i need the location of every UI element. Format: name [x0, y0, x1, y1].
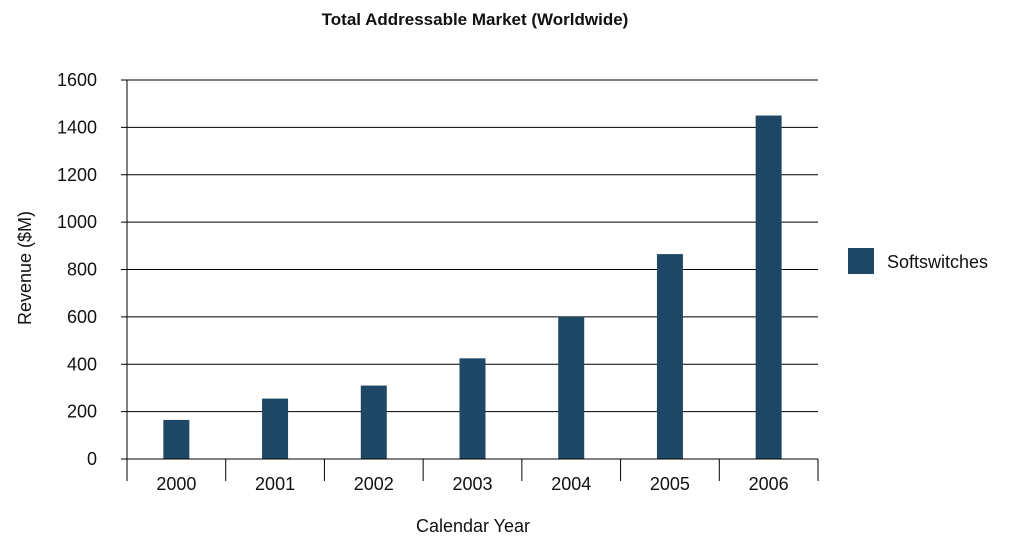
y-tick-label: 200	[67, 402, 97, 422]
bar-2000	[163, 419, 190, 459]
bar-2002	[360, 385, 387, 459]
x-axis-title: Calendar Year	[416, 516, 530, 536]
bar-2004	[558, 316, 585, 459]
legend-swatch-softswitches	[848, 248, 874, 274]
x-tick-labels: 2000 2001 2002 2003 2004 2005 2006	[156, 474, 788, 494]
bars	[163, 115, 782, 459]
y-tick-label: 1600	[57, 70, 97, 90]
bar-2003	[459, 358, 486, 459]
x-tick-label: 2003	[452, 474, 492, 494]
y-tick-label: 1000	[57, 212, 97, 232]
y-tick-labels: 0 200 400 600 800 1000 1200 1400 1600	[57, 70, 97, 469]
x-tick-label: 2001	[255, 474, 295, 494]
x-tick-label: 2004	[551, 474, 591, 494]
x-tick-label: 2000	[156, 474, 196, 494]
y-tick-label: 1200	[57, 165, 97, 185]
bar-2006	[755, 115, 782, 459]
y-tick-label: 400	[67, 354, 97, 374]
x-tick-label: 2006	[749, 474, 789, 494]
bar-2001	[262, 398, 289, 459]
bar-2005	[656, 254, 683, 459]
legend-label-softswitches: Softswitches	[887, 252, 988, 272]
gridlines	[121, 79, 818, 413]
y-tick-label: 600	[67, 307, 97, 327]
axes	[121, 80, 819, 481]
x-tick-label: 2002	[354, 474, 394, 494]
y-axis-title: Revenue ($M)	[15, 211, 35, 325]
y-tick-label: 0	[87, 449, 97, 469]
chart-title: Total Addressable Market (Worldwide)	[322, 10, 629, 29]
x-tick-label: 2005	[650, 474, 690, 494]
y-tick-label: 800	[67, 260, 97, 280]
y-tick-label: 1400	[57, 117, 97, 137]
legend: Softswitches	[848, 248, 988, 274]
